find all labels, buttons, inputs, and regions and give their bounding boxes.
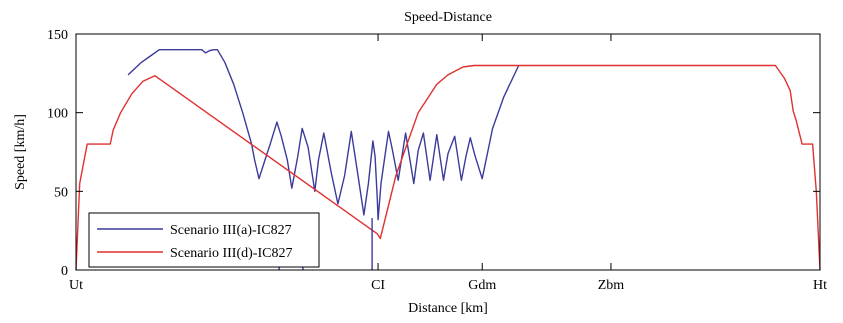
y-tick-label: 100 bbox=[47, 107, 68, 122]
chart-title: Speed-Distance bbox=[404, 10, 492, 25]
plot-frame bbox=[75, 33, 821, 271]
series-line-scenario-d bbox=[75, 64, 821, 271]
axis-ticks: Ut CI Gdm Zbm Ht 0 50 100 150 bbox=[47, 28, 827, 293]
x-tick-label: Ht bbox=[813, 278, 827, 293]
x-tick-label: Ut bbox=[69, 278, 83, 293]
x-tick-label: CI bbox=[371, 278, 385, 293]
legend-box bbox=[88, 212, 320, 268]
legend-label-series-a: Scenario III(a)-IC827 bbox=[170, 223, 292, 238]
y-tick-label: 0 bbox=[61, 264, 68, 279]
y-tick-label: 50 bbox=[54, 185, 68, 200]
series-line-scenario-a bbox=[127, 49, 520, 221]
x-axis-label: Distance [km] bbox=[408, 301, 488, 316]
x-tick-label: Zbm bbox=[598, 278, 625, 293]
legend-label-series-d: Scenario III(d)-IC827 bbox=[170, 246, 292, 261]
chart-legend: Scenario III(a)-IC827 Scenario III(d)-IC… bbox=[88, 212, 320, 268]
x-tick-label: Gdm bbox=[468, 278, 496, 293]
y-axis-label: Speed [km/h] bbox=[13, 114, 28, 190]
y-tick-label: 150 bbox=[47, 28, 68, 43]
